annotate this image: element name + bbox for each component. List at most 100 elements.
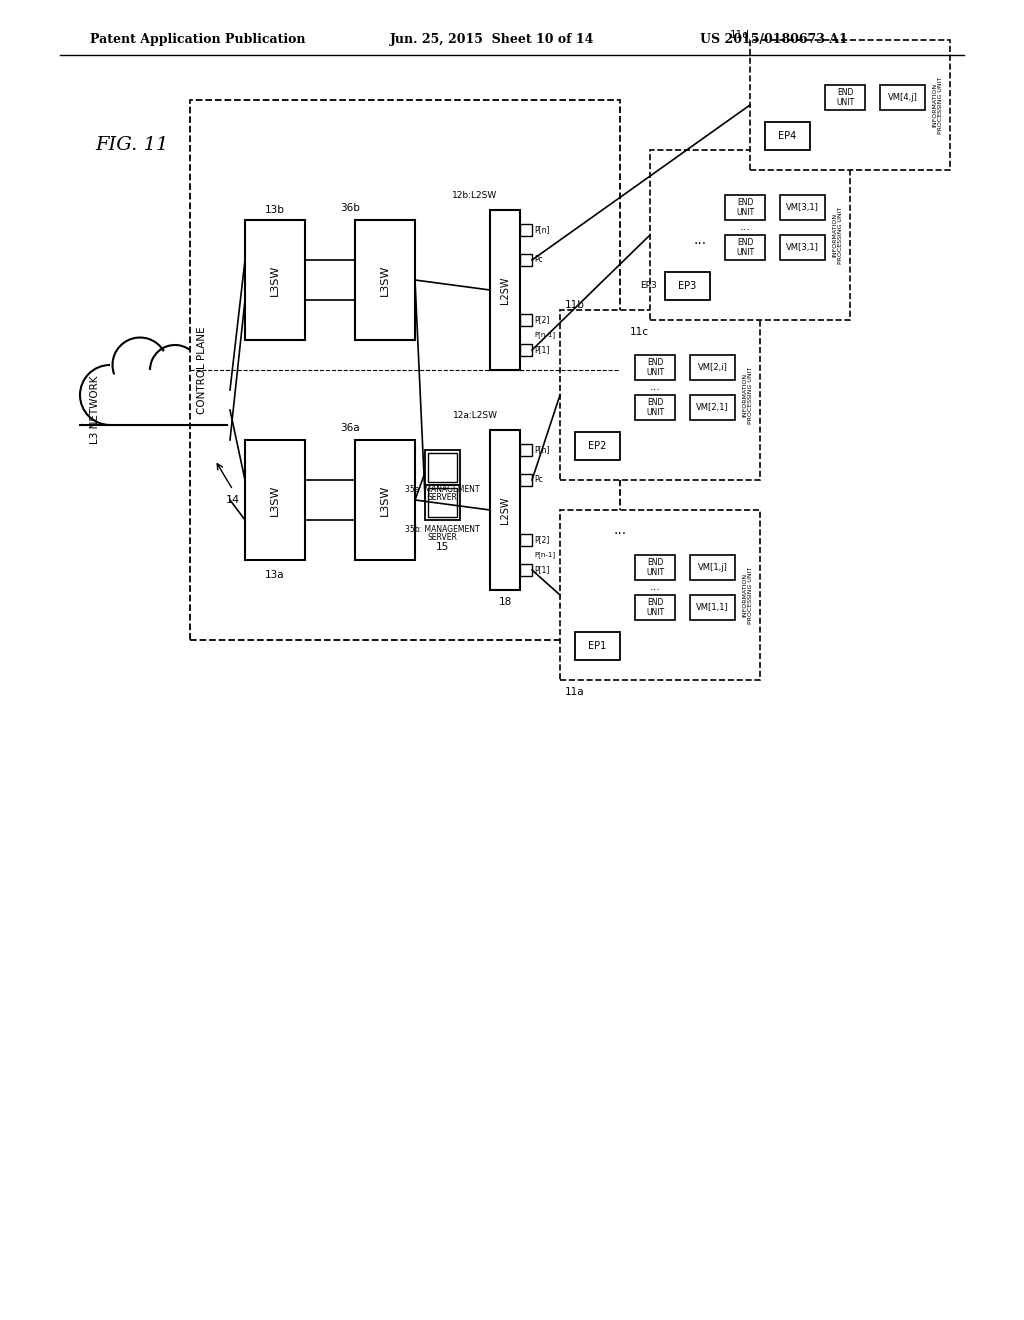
Text: 11d: 11d — [730, 30, 750, 40]
Bar — [725, 235, 765, 260]
Text: 35b: MANAGEMENT: 35b: MANAGEMENT — [406, 525, 480, 535]
Bar — [490, 210, 520, 370]
Bar — [880, 84, 925, 110]
Text: 13b: 13b — [265, 205, 285, 215]
Text: 15: 15 — [436, 543, 450, 552]
Bar — [635, 355, 675, 380]
Bar — [635, 595, 675, 620]
Bar — [690, 554, 735, 579]
Text: Pc: Pc — [534, 475, 543, 484]
Bar — [245, 440, 305, 560]
Text: EP2: EP2 — [589, 441, 606, 451]
Text: P[n-1]: P[n-1] — [534, 331, 555, 338]
Text: CONTROL PLANE: CONTROL PLANE — [197, 326, 207, 413]
Bar — [355, 440, 415, 560]
Bar — [490, 430, 520, 590]
Bar — [725, 195, 765, 220]
Text: Jun. 25, 2015  Sheet 10 of 14: Jun. 25, 2015 Sheet 10 of 14 — [390, 33, 594, 46]
Text: 11c: 11c — [630, 327, 649, 337]
Bar — [520, 564, 532, 576]
Bar — [650, 150, 850, 319]
Text: END
UNIT: END UNIT — [646, 598, 664, 618]
Text: END
UNIT: END UNIT — [646, 358, 664, 378]
Text: Pc: Pc — [534, 256, 543, 264]
Text: 11a: 11a — [565, 686, 585, 697]
Bar — [520, 444, 532, 455]
Text: L3 NETWORK: L3 NETWORK — [90, 376, 100, 445]
Text: INFORMATION
PROCESSING UNIT: INFORMATION PROCESSING UNIT — [742, 367, 754, 424]
Bar — [560, 310, 760, 480]
Text: 13a: 13a — [265, 570, 285, 579]
Text: INFORMATION
PROCESSING UNIT: INFORMATION PROCESSING UNIT — [833, 206, 844, 264]
Text: VM[1,1]: VM[1,1] — [696, 603, 729, 612]
Text: P[n]: P[n] — [534, 226, 550, 235]
Bar — [690, 595, 735, 620]
Bar — [428, 453, 457, 482]
Text: US 2015/0180673 A1: US 2015/0180673 A1 — [700, 33, 848, 46]
Text: END
UNIT: END UNIT — [646, 558, 664, 577]
Text: L2SW: L2SW — [500, 276, 510, 304]
Text: VM[4,j]: VM[4,j] — [888, 92, 918, 102]
Bar — [425, 484, 460, 520]
Bar — [520, 474, 532, 486]
Text: 12a:L2SW: 12a:L2SW — [453, 411, 498, 420]
Bar — [575, 432, 620, 459]
Text: 36b: 36b — [340, 203, 360, 213]
Text: VM[2,i]: VM[2,i] — [697, 363, 727, 372]
Text: P[1]: P[1] — [534, 346, 549, 355]
Text: EP3: EP3 — [640, 281, 657, 290]
Text: Patent Application Publication: Patent Application Publication — [90, 33, 305, 46]
Text: INFORMATION
PROCESSING UNIT: INFORMATION PROCESSING UNIT — [742, 566, 754, 623]
Bar — [355, 220, 415, 341]
Text: ...: ... — [649, 582, 660, 593]
Text: L3SW: L3SW — [270, 484, 280, 516]
Text: L2SW: L2SW — [500, 496, 510, 524]
Bar — [635, 554, 675, 579]
Text: EP3: EP3 — [678, 281, 696, 290]
Bar — [575, 632, 620, 660]
Bar — [780, 195, 825, 220]
Text: ...: ... — [739, 223, 751, 232]
Bar — [428, 488, 457, 517]
Text: 36a: 36a — [340, 422, 359, 433]
Text: VM[3,1]: VM[3,1] — [786, 243, 819, 252]
Text: 14: 14 — [226, 495, 240, 506]
Bar — [780, 235, 825, 260]
Text: ...: ... — [693, 234, 707, 247]
Bar — [560, 510, 760, 680]
Bar — [825, 84, 865, 110]
Text: END
UNIT: END UNIT — [736, 238, 754, 257]
Bar — [765, 121, 810, 150]
Bar — [690, 395, 735, 420]
Text: P[n]: P[n] — [534, 446, 550, 454]
Text: EP1: EP1 — [589, 642, 606, 651]
Text: END
UNIT: END UNIT — [836, 88, 854, 107]
Text: P[2]: P[2] — [534, 536, 549, 544]
Text: END
UNIT: END UNIT — [736, 198, 754, 218]
Text: SERVER: SERVER — [428, 532, 458, 541]
Text: SERVER: SERVER — [428, 492, 458, 502]
Bar — [520, 345, 532, 356]
Bar — [520, 314, 532, 326]
Text: 12b:L2SW: 12b:L2SW — [453, 190, 498, 199]
Text: EP4: EP4 — [778, 131, 797, 141]
Text: ...: ... — [613, 523, 627, 537]
Text: P[1]: P[1] — [534, 565, 549, 574]
Text: VM[1,j]: VM[1,j] — [697, 564, 727, 572]
Bar — [665, 272, 710, 300]
Text: P[2]: P[2] — [534, 315, 549, 325]
Bar — [190, 100, 620, 640]
Bar — [520, 224, 532, 236]
Bar — [520, 535, 532, 546]
Text: L3SW: L3SW — [380, 264, 390, 296]
Bar — [245, 220, 305, 341]
Text: INFORMATION
PROCESSING UNIT: INFORMATION PROCESSING UNIT — [933, 77, 943, 133]
Text: 18: 18 — [499, 597, 512, 607]
Text: ...: ... — [649, 383, 660, 392]
Text: L3SW: L3SW — [380, 484, 390, 516]
Text: 11b: 11b — [565, 300, 585, 310]
Text: 35a: MANAGEMENT: 35a: MANAGEMENT — [406, 486, 480, 495]
Bar — [690, 355, 735, 380]
Text: VM[2,1]: VM[2,1] — [696, 403, 729, 412]
Bar — [425, 450, 460, 484]
